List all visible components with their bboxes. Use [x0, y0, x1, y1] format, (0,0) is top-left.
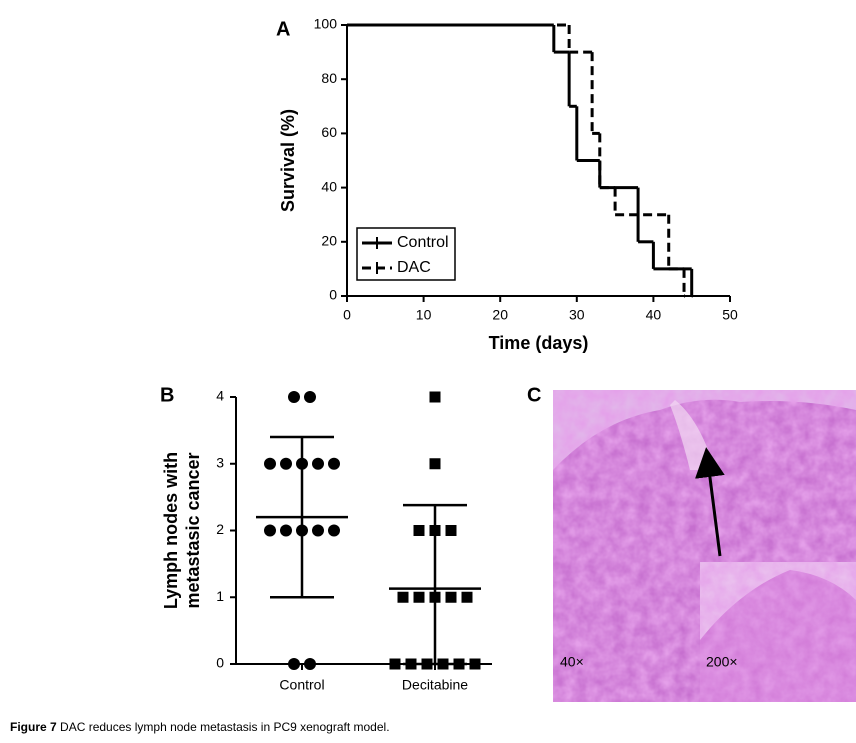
- panel-label: B: [160, 384, 174, 406]
- y-axis-title: metastasic cancer: [183, 452, 203, 608]
- caption-text: DAC reduces lymph node metastasis in PC9…: [60, 720, 390, 734]
- data-point: [429, 458, 441, 470]
- data-point: [288, 391, 300, 403]
- data-point: [312, 457, 324, 470]
- data-point: [304, 391, 316, 403]
- caption-label: Figure 7: [10, 720, 57, 734]
- data-point: [397, 591, 409, 603]
- x-tick-label: 0: [343, 307, 351, 323]
- x-tick-label: 10: [416, 307, 432, 323]
- y-tick-label: 3: [216, 454, 224, 470]
- y-tick-label: 4: [216, 388, 224, 404]
- y-tick-label: 0: [216, 655, 224, 671]
- data-point: [328, 524, 340, 537]
- x-tick-label: Control: [279, 677, 324, 693]
- data-point: [429, 391, 441, 403]
- data-point: [413, 525, 425, 536]
- inset-texture: [700, 562, 856, 702]
- panel-label: C: [527, 384, 541, 406]
- y-axis-title: Survival (%): [278, 109, 298, 212]
- legend-label: Control: [397, 234, 449, 251]
- y-tick-label: 0: [329, 287, 337, 303]
- panel-label: A: [276, 18, 290, 40]
- legend-box: [356, 227, 456, 281]
- data-point: [469, 658, 481, 670]
- magnification: 40×: [560, 654, 584, 670]
- data-point: [304, 658, 316, 670]
- histology-panel: 40× 200× C: [527, 384, 856, 702]
- data-point: [288, 658, 300, 670]
- data-point: [461, 591, 473, 603]
- x-tick-label: 20: [492, 307, 508, 323]
- x-axis-title: Time (days): [489, 333, 589, 353]
- magnification: 200×: [706, 654, 738, 670]
- y-tick-label: 80: [321, 70, 337, 86]
- legend-label: DAC: [397, 259, 431, 276]
- data-point: [389, 658, 401, 670]
- data-point: [413, 591, 425, 603]
- x-tick-label: 30: [569, 307, 585, 323]
- data-point: [280, 524, 292, 537]
- y-tick-label: 2: [216, 521, 224, 537]
- x-tick-label: Decitabine: [402, 677, 468, 693]
- arrow: [695, 447, 725, 557]
- data-point: [264, 524, 276, 537]
- y-axis-title: Lymph nodes with: [161, 452, 181, 609]
- data-point: [312, 524, 324, 537]
- caption: Figure 7 DAC reduces lymph node metastas…: [10, 720, 390, 734]
- data-point: [264, 457, 276, 470]
- y-tick-label: 100: [314, 16, 338, 32]
- y-tick-label: 20: [321, 233, 337, 249]
- y-tick-label: 1: [216, 588, 224, 604]
- y-tick-label: 40: [321, 178, 337, 194]
- data-point: [445, 525, 457, 536]
- data-point: [280, 457, 292, 470]
- data-point: [328, 457, 340, 470]
- x-tick-label: 40: [646, 307, 662, 323]
- y-tick-label: 60: [321, 124, 337, 140]
- data-point: [445, 591, 457, 603]
- x-tick-label: 50: [722, 307, 738, 323]
